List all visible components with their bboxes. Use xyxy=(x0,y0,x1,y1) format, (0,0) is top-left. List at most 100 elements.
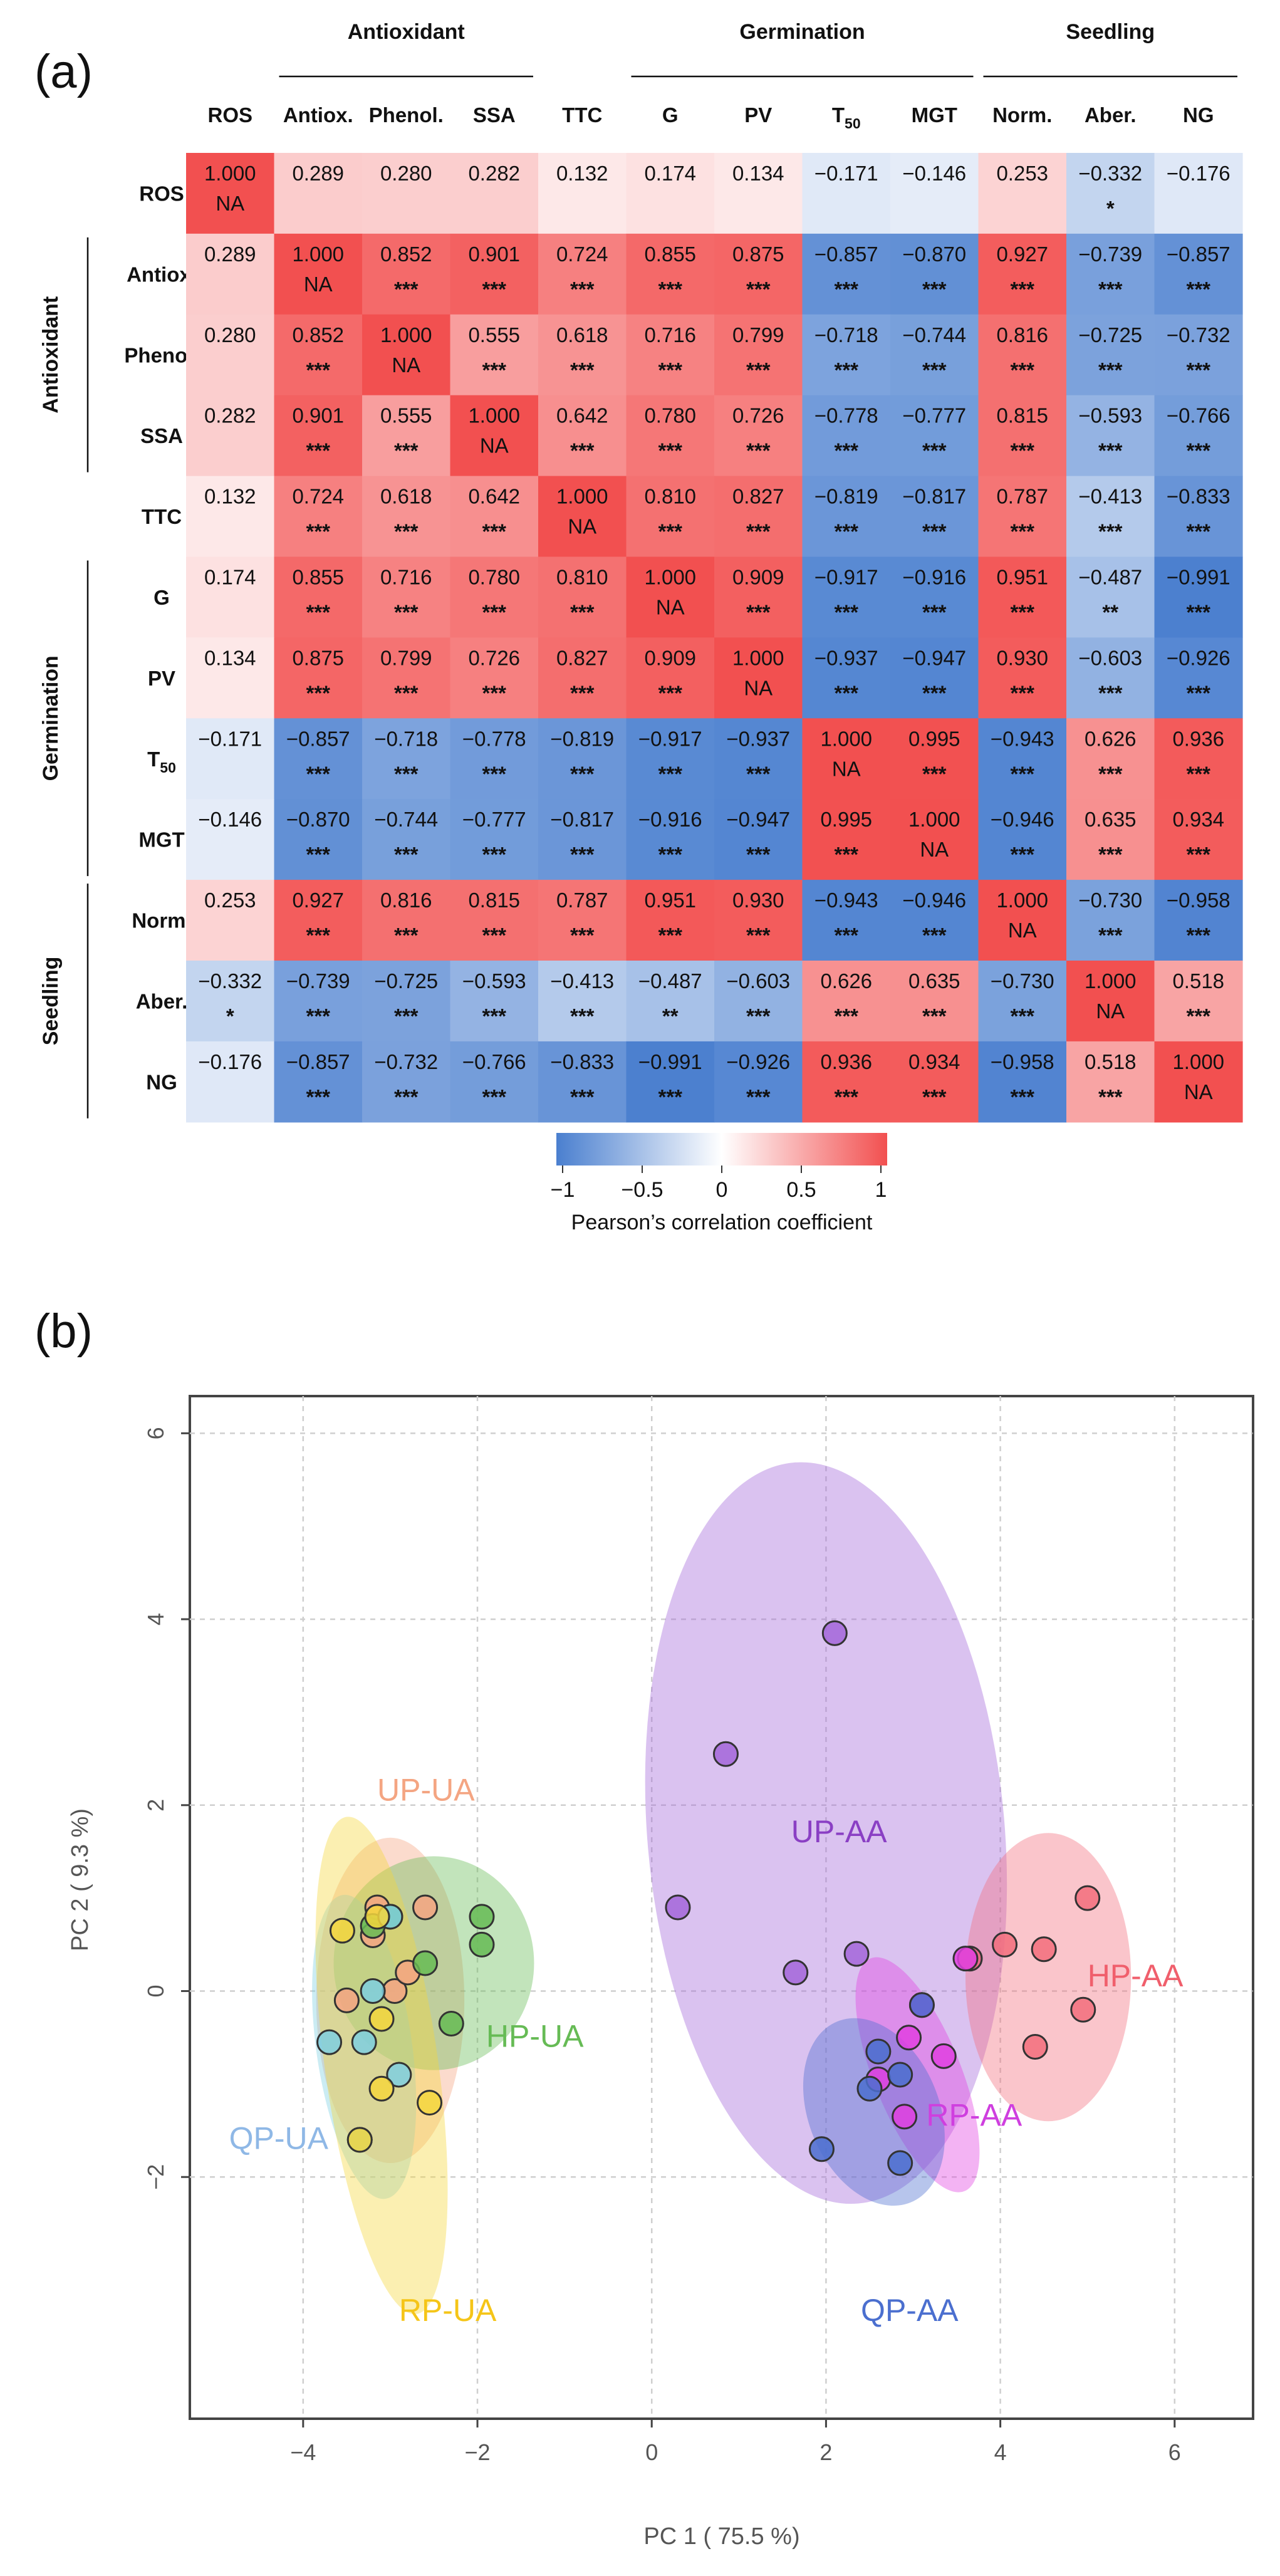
cell-value: 0.815 xyxy=(996,404,1048,427)
heatmap-cell xyxy=(362,637,451,719)
confidence-ellipse xyxy=(855,1957,980,2193)
heatmap-cell xyxy=(274,395,363,477)
cell-value: 1.000 xyxy=(556,485,608,508)
x-tick-label: 6 xyxy=(1168,2439,1181,2465)
cell-significance: *** xyxy=(1010,520,1034,543)
column-header: TTC xyxy=(562,103,602,127)
cell-significance: *** xyxy=(1186,439,1210,462)
heatmap-cell xyxy=(714,476,803,558)
heatmap-cell xyxy=(890,395,979,477)
heatmap-cell xyxy=(538,1041,627,1123)
data-point xyxy=(368,2006,395,2032)
cell-value: 0.936 xyxy=(820,1050,872,1073)
cell-value: −0.917 xyxy=(814,566,878,589)
cell-significance: *** xyxy=(1098,278,1123,301)
heatmap-cell xyxy=(362,395,451,477)
colorbar-tick-label: 1 xyxy=(875,1178,887,1202)
cell-value: −0.991 xyxy=(638,1050,702,1073)
heatmap-cell xyxy=(1154,718,1243,800)
heatmap-cell xyxy=(1066,718,1155,800)
cell-significance: *** xyxy=(834,924,858,947)
cell-value: −0.917 xyxy=(638,727,702,750)
heatmap-cell xyxy=(450,718,539,800)
cell-value: −0.171 xyxy=(198,727,262,750)
cell-significance: *** xyxy=(658,762,682,785)
heatmap-cell xyxy=(186,233,275,315)
heatmap-cell xyxy=(626,1041,715,1123)
heatmap-cell xyxy=(362,556,451,638)
heatmap-cell xyxy=(802,799,891,880)
cell-significance: *** xyxy=(658,681,682,704)
data-point xyxy=(808,2136,835,2162)
cell-significance: *** xyxy=(306,1085,330,1108)
cell-significance: *** xyxy=(658,439,682,462)
cell-significance: *** xyxy=(1010,843,1034,866)
cell-significance: *** xyxy=(306,1004,330,1028)
heatmap-cell xyxy=(1066,395,1155,477)
heatmap-cell xyxy=(978,556,1067,638)
heatmap-cell xyxy=(1066,799,1155,880)
column-header: Antiox. xyxy=(283,103,353,127)
cell-significance: *** xyxy=(570,439,595,462)
cell-value: 0.995 xyxy=(820,808,872,831)
cell-significance: *** xyxy=(570,1085,595,1108)
cell-value: 0.815 xyxy=(468,889,520,912)
cell-significance: *** xyxy=(306,681,330,704)
cell-significance: *** xyxy=(658,520,682,543)
heatmap-cell xyxy=(362,1041,451,1123)
heatmap-cell xyxy=(1154,395,1243,477)
heatmap-cell xyxy=(186,314,275,396)
cell-significance: *** xyxy=(482,681,506,704)
row-header: PV xyxy=(148,667,175,690)
data-point xyxy=(896,2025,922,2051)
heatmap-cell xyxy=(890,961,979,1042)
cell-value: −0.947 xyxy=(726,808,790,831)
heatmap-cell xyxy=(450,637,539,719)
cell-value: 0.289 xyxy=(204,242,256,266)
cell-value: 0.927 xyxy=(996,242,1048,266)
cell-value: 1.000 xyxy=(908,808,960,831)
cell-significance: NA xyxy=(832,757,861,780)
cell-significance: *** xyxy=(1098,924,1123,947)
cell-value: −0.739 xyxy=(1078,242,1142,266)
heatmap-cell xyxy=(802,1041,891,1123)
column-group-label: Antioxidant xyxy=(348,20,465,44)
heatmap-cell xyxy=(1154,153,1243,234)
y-tick-label: −2 xyxy=(143,2164,169,2190)
cell-significance: *** xyxy=(1010,601,1034,624)
cell-significance: *** xyxy=(922,278,947,301)
cell-significance: *** xyxy=(1098,762,1123,785)
heatmap-cell xyxy=(538,718,627,800)
heatmap-cell xyxy=(186,637,275,719)
cell-significance: *** xyxy=(922,1085,947,1108)
cell-value: 0.134 xyxy=(732,162,784,185)
heatmap-cell xyxy=(186,476,275,558)
cell-significance: *** xyxy=(482,278,506,301)
cell-value: 0.816 xyxy=(380,889,432,912)
cell-value: −0.857 xyxy=(286,727,350,750)
cell-significance: ** xyxy=(662,1004,679,1028)
heatmap-cell xyxy=(274,880,363,961)
column-header: MGT xyxy=(912,103,957,127)
heatmap-cell xyxy=(362,880,451,961)
cell-value: 0.810 xyxy=(556,566,608,589)
heatmap-cell xyxy=(714,718,803,800)
cell-value: 1.000 xyxy=(732,646,784,669)
cell-value: 0.253 xyxy=(996,162,1048,185)
x-tick-label: 4 xyxy=(994,2439,1007,2465)
cell-value: 0.930 xyxy=(996,646,1048,669)
cell-significance: *** xyxy=(570,843,595,866)
cell-value: −0.947 xyxy=(902,646,966,669)
heatmap-cell xyxy=(362,799,451,880)
heatmap-cell xyxy=(626,718,715,800)
cell-significance: *** xyxy=(1098,681,1123,704)
column-header: PV xyxy=(744,103,772,127)
column-header: Norm. xyxy=(992,103,1052,127)
data-point xyxy=(368,2075,395,2102)
cell-significance: *** xyxy=(746,762,771,785)
heatmap-cell xyxy=(1066,556,1155,638)
row-header: TTC xyxy=(142,505,182,528)
cell-value: −0.718 xyxy=(814,323,878,347)
cell-significance: *** xyxy=(482,762,506,785)
cell-value: 0.816 xyxy=(996,323,1048,347)
